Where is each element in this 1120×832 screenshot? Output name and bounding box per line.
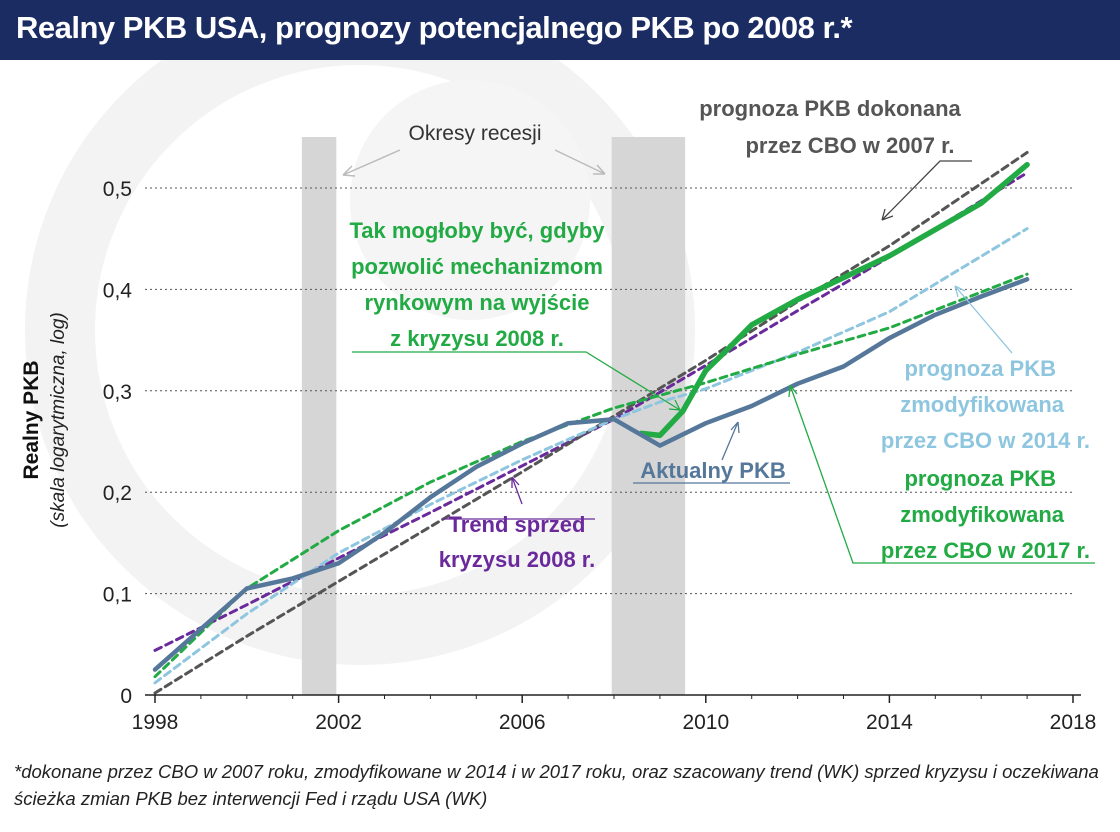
y-tick-label-0: 0 — [120, 685, 132, 708]
market-label-line1: Tak mogłoby być, gdyby — [349, 218, 605, 243]
market-label-line4: z kryzysu 2008 r. — [390, 326, 564, 351]
market-label: Tak mogłoby być, gdyby pozwolić mechaniz… — [349, 218, 605, 351]
series-lines — [152, 151, 1030, 695]
cbo2007-leader — [881, 160, 972, 221]
cbo2014-label: prognoza PKB zmodyfikowana przez CBO w 2… — [881, 356, 1090, 453]
x-tick-label-2018: 2018 — [1050, 711, 1097, 734]
trend-leader — [442, 476, 595, 520]
cbo2017-label: prognoza PKB zmodyfikowana przez CBO w 2… — [881, 466, 1090, 563]
trend-label: Trend sprzed kryzysu 2008 r. — [439, 512, 596, 572]
cbo2017-label-line1: prognoza PKB — [904, 466, 1056, 491]
series-line-market — [638, 161, 1030, 439]
actual-label: Aktualny PKB — [640, 458, 785, 483]
title-bar: Realny PKB USA, prognozy potencjalnego P… — [0, 0, 1120, 60]
y-tick-label-2: 0,2 — [103, 482, 132, 505]
x-tick-label-2014: 2014 — [866, 711, 913, 734]
y-tick-label-4: 0,4 — [103, 279, 133, 302]
cbo2017-label-line3: przez CBO w 2017 r. — [881, 538, 1090, 563]
y-axis-title: Realny PKB — [20, 360, 43, 479]
y-axis-title-group: Realny PKB (skala logarytmiczna, log) — [20, 312, 69, 527]
recession-band-1 — [301, 137, 337, 695]
trend-label-line2: kryzysu 2008 r. — [439, 547, 596, 572]
y-tick-label-5: 0,5 — [103, 178, 132, 201]
y-tick-label-1: 0,1 — [103, 584, 132, 607]
footnote: *dokonane przez CBO w 2007 roku, zmodyfi… — [14, 761, 1099, 809]
cbo2017-label-line2: zmodyfikowana — [900, 502, 1065, 527]
market-label-line2: pozwolić mechanizmom — [351, 254, 603, 279]
x-tick-label-2002: 2002 — [315, 711, 362, 734]
x-tick-label-1998: 1998 — [132, 711, 179, 734]
cbo2007-label-line2: przez CBO w 2007 r. — [745, 133, 954, 158]
series-line-actual — [152, 277, 1030, 672]
x-tick-label-2006: 2006 — [499, 711, 546, 734]
market-leader — [352, 351, 681, 411]
series-line-cbo2007 — [153, 151, 1029, 695]
cbo2014-label-line1: prognoza PKB — [904, 356, 1056, 381]
x-tick-label-2010: 2010 — [682, 711, 729, 734]
chart-title: Realny PKB USA, prognozy potencjalnego P… — [16, 10, 853, 45]
trend-label-line1: Trend sprzed — [449, 512, 586, 537]
recessions-arrows — [342, 149, 606, 177]
cbo2017-leader — [788, 384, 1095, 564]
y-axis-subtitle: (skala logarytmiczna, log) — [48, 312, 69, 527]
axes — [145, 694, 1081, 703]
actual-leader — [633, 421, 790, 484]
recessions-label: Okresy recesji — [408, 122, 541, 145]
tick-labels: 1998 2002 2006 2010 2014 2018 0 0,1 0,2 0,3 0,4 0,5 — [103, 178, 1097, 734]
market-label-line3: rynkowym na wyjście — [365, 290, 590, 315]
watermark-logo — [25, 60, 695, 665]
series-line-cbo2017 — [153, 272, 1029, 679]
cbo2014-label-line3: przez CBO w 2014 r. — [881, 428, 1090, 453]
cbo2014-leader — [954, 285, 1013, 354]
cbo2007-label-line1: prognoza PKB dokonana — [699, 96, 961, 121]
chart-area: 1998 2002 2006 2010 2014 2018 0 0,1 0,2 0,3 0,4 0,5… — [20, 60, 1097, 734]
cbo2014-label-line2: zmodyfikowana — [900, 392, 1065, 417]
y-tick-label-3: 0,3 — [103, 381, 132, 404]
